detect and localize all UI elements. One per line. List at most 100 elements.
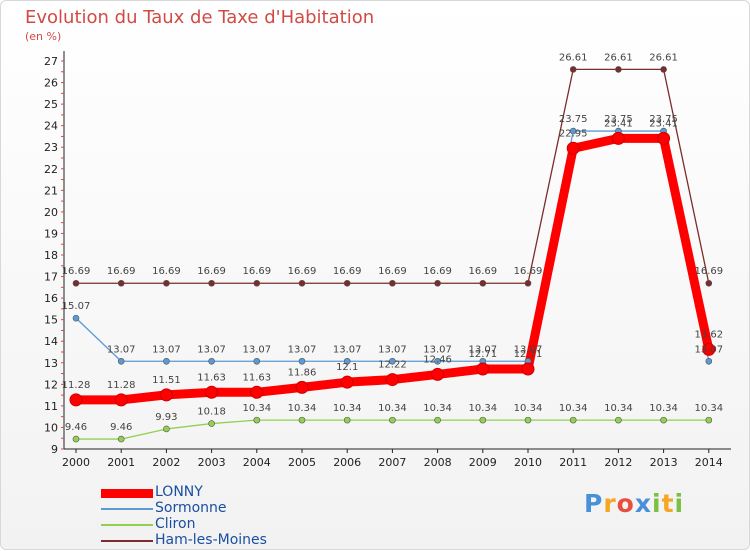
data-point xyxy=(298,357,306,365)
data-point xyxy=(521,362,535,376)
legend-label: Ham-les-Moines xyxy=(155,532,267,548)
y-tick-label: 21 xyxy=(44,184,58,197)
data-point xyxy=(660,66,667,73)
data-point xyxy=(702,342,716,356)
data-label: 12.71 xyxy=(468,349,497,360)
data-point xyxy=(611,131,625,145)
data-point xyxy=(295,380,309,394)
data-label: 10.34 xyxy=(242,403,271,414)
data-label: 10.34 xyxy=(559,403,588,414)
x-tick-label: 2001 xyxy=(107,456,135,469)
data-label: 23.75 xyxy=(649,114,678,125)
y-tick-label: 24 xyxy=(44,120,58,133)
data-point xyxy=(389,416,396,424)
chart-title: Evolution du Taux de Taxe d'Habitation xyxy=(25,7,375,28)
data-label: 12.22 xyxy=(378,360,407,371)
chart-subtitle: (en %) xyxy=(25,30,62,43)
data-label: 11.63 xyxy=(242,372,271,383)
data-label: 16.69 xyxy=(62,266,91,277)
y-tick-label: 11 xyxy=(44,400,58,413)
logo-letter: x xyxy=(634,489,652,518)
x-tick-label: 2009 xyxy=(469,456,497,469)
data-label: 26.61 xyxy=(649,52,678,63)
data-label: 11.28 xyxy=(107,380,136,391)
legend-label: Sormonne xyxy=(155,500,227,516)
data-point xyxy=(298,416,306,424)
data-label: 23.41 xyxy=(604,118,633,129)
data-label: 16.69 xyxy=(423,266,452,277)
legend-swatch xyxy=(101,508,153,510)
data-label: 13.07 xyxy=(468,344,497,355)
y-tick-label: 20 xyxy=(44,206,58,219)
x-tick-labels: 2000 2001 2002 2003 2004 2005 2006 2007 2008 2009… xyxy=(62,449,723,469)
y-tick-label: 9 xyxy=(51,443,58,456)
data-label: 15.07 xyxy=(62,301,91,312)
data-label: 10.34 xyxy=(333,403,362,414)
series-line-sormonne xyxy=(75,130,710,362)
data-label: 16.69 xyxy=(152,266,181,277)
data-point xyxy=(434,416,441,424)
data-label: 10.34 xyxy=(378,403,407,414)
data-point xyxy=(343,416,351,424)
data-point xyxy=(114,393,128,407)
data-point xyxy=(117,357,125,365)
y-tick-label: 17 xyxy=(44,271,58,284)
x-tick-label: 2010 xyxy=(514,456,542,469)
logo-letter: r xyxy=(603,489,617,518)
data-label: 10.34 xyxy=(514,403,543,414)
data-point xyxy=(566,141,580,155)
series-points xyxy=(69,66,716,443)
logo-letter: t xyxy=(661,489,675,518)
data-label: 11.28 xyxy=(62,380,91,391)
data-point xyxy=(253,416,261,424)
data-point xyxy=(163,357,170,365)
data-label: 23.75 xyxy=(604,114,633,125)
data-label: 13.07 xyxy=(197,344,226,355)
logo-letter: P xyxy=(584,489,604,518)
data-label: 11.63 xyxy=(197,372,226,383)
x-tick-label: 2004 xyxy=(243,456,271,469)
data-point xyxy=(434,357,441,365)
x-tick-label: 2002 xyxy=(152,456,180,469)
data-point xyxy=(159,388,173,402)
y-tick-labels: 9 10 11 12 13 14 15 16 17 18 19 20 21 22 23 24 25 26 27 xyxy=(44,55,58,456)
data-label: 10.34 xyxy=(288,403,317,414)
data-label: 11.51 xyxy=(152,375,181,386)
y-tick-label: 19 xyxy=(44,227,58,240)
data-point xyxy=(208,420,215,427)
data-label: 13.62 xyxy=(694,329,723,340)
data-point xyxy=(208,279,215,287)
x-tick-label: 2012 xyxy=(604,456,632,469)
data-point xyxy=(705,357,713,365)
data-point xyxy=(69,393,83,407)
data-point xyxy=(340,375,354,389)
y-tick-label: 27 xyxy=(44,55,58,68)
data-point xyxy=(569,66,577,73)
data-label: 23.41 xyxy=(649,118,678,129)
data-label: 11.86 xyxy=(288,367,317,378)
data-label: 13.07 xyxy=(242,344,271,355)
legend-swatch xyxy=(101,540,153,542)
data-point xyxy=(569,127,577,135)
x-tick-label: 2013 xyxy=(650,456,678,469)
data-label: 9.46 xyxy=(110,422,132,433)
series-line-ham-les-moines xyxy=(75,68,710,284)
axes xyxy=(61,51,731,450)
data-point xyxy=(205,385,219,399)
data-label: 23.75 xyxy=(559,114,588,125)
y-tick-label: 22 xyxy=(44,163,58,176)
y-tick-label: 16 xyxy=(44,292,58,305)
y-tick-label: 23 xyxy=(44,141,58,154)
legend-label: LONNY xyxy=(155,484,203,500)
data-label: 13.07 xyxy=(152,344,181,355)
data-label: 16.69 xyxy=(107,266,136,277)
data-label: 9.46 xyxy=(65,422,87,433)
data-point xyxy=(434,279,441,287)
logo-letter: o xyxy=(616,489,635,518)
data-label: 13.07 xyxy=(378,344,407,355)
data-point xyxy=(117,279,125,287)
data-point xyxy=(479,416,487,424)
data-label: 13.07 xyxy=(107,344,136,355)
data-label: 13.07 xyxy=(423,344,452,355)
data-point xyxy=(476,362,490,376)
